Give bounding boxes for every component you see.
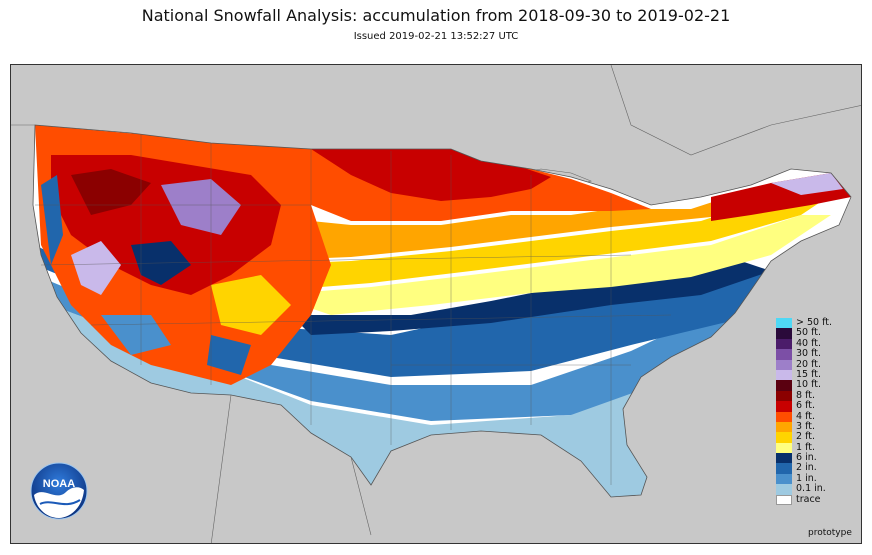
- legend-swatch: [776, 359, 792, 370]
- legend-swatch: [776, 401, 792, 412]
- issued-timestamp: Issued 2019-02-21 13:52:27 UTC: [353, 31, 519, 42]
- legend-swatch: [776, 463, 792, 474]
- legend-label: 0.1 in.: [796, 483, 826, 495]
- noaa-logo-text: NOAA: [43, 478, 75, 490]
- legend-label: 2 in.: [796, 462, 817, 474]
- legend-label: 30 ft.: [796, 348, 822, 360]
- legend-row: 10 ft.: [776, 379, 856, 391]
- legend-swatch: [776, 369, 792, 381]
- legend-label: trace: [796, 493, 821, 505]
- legend-swatch: [776, 494, 792, 506]
- legend-label: 10 ft.: [796, 379, 822, 391]
- legend-row: 2 ft.: [776, 431, 856, 443]
- legend-row: 40 ft.: [776, 337, 856, 350]
- legend-swatch: [776, 349, 792, 360]
- legend-swatch: [776, 421, 792, 433]
- legend-row: 0.1 in.: [776, 483, 856, 495]
- legend-row: 50 ft.: [776, 327, 856, 339]
- legend-row: 1 in.: [776, 472, 856, 485]
- legend-swatch: [776, 484, 792, 495]
- legend-label: 1 in.: [796, 472, 817, 484]
- legend-label: 6 ft.: [796, 400, 815, 412]
- legend-row: 30 ft.: [776, 348, 856, 360]
- legend-swatch: [776, 442, 792, 454]
- legend-swatch: [776, 390, 792, 402]
- legend-label: 20 ft.: [796, 358, 822, 370]
- legend-row: 8 ft.: [776, 389, 856, 402]
- legend-swatch: [776, 411, 792, 422]
- legend-label: 15 ft.: [796, 368, 822, 380]
- legend-swatch: [776, 453, 792, 464]
- legend-swatch: [776, 473, 792, 485]
- legend-swatch: [776, 432, 792, 443]
- legend-row: trace: [776, 493, 856, 506]
- legend-label: 4 ft.: [796, 410, 815, 422]
- legend-label: 40 ft.: [796, 337, 822, 349]
- legend-row: 1 ft.: [776, 441, 856, 454]
- legend-row: 20 ft.: [776, 358, 856, 370]
- prototype-note: prototype: [808, 528, 852, 538]
- legend-row: 2 in.: [776, 462, 856, 474]
- snowfall-legend: > 50 ft. 50 ft. 40 ft. 30 ft. 20 ft. 15 …: [776, 317, 856, 506]
- legend-row: 6 in.: [776, 452, 856, 464]
- legend-label: 2 ft.: [796, 431, 815, 443]
- map-title: National Snowfall Analysis: accumulation…: [141, 6, 731, 25]
- legend-label: 1 ft.: [796, 441, 815, 453]
- legend-row: 6 ft.: [776, 400, 856, 412]
- noaa-logo: NOAA: [30, 462, 88, 524]
- legend-label: 6 in.: [796, 452, 817, 464]
- legend-swatch: [776, 380, 792, 391]
- noaa-logo-icon: NOAA: [30, 462, 88, 520]
- legend-swatch: [776, 328, 792, 339]
- legend-label: 8 ft.: [796, 389, 815, 401]
- legend-swatch: [776, 318, 792, 329]
- legend-label: 3 ft.: [796, 420, 815, 432]
- snowfall-map: [10, 64, 862, 544]
- legend-row: > 50 ft.: [776, 317, 856, 329]
- legend-row: 3 ft.: [776, 420, 856, 433]
- snowfall-map-graphic: [11, 65, 861, 543]
- legend-row: 15 ft.: [776, 368, 856, 381]
- legend-label: > 50 ft.: [796, 317, 833, 328]
- legend-swatch: [776, 338, 792, 350]
- legend-label: 50 ft.: [796, 327, 822, 339]
- legend-row: 4 ft.: [776, 410, 856, 422]
